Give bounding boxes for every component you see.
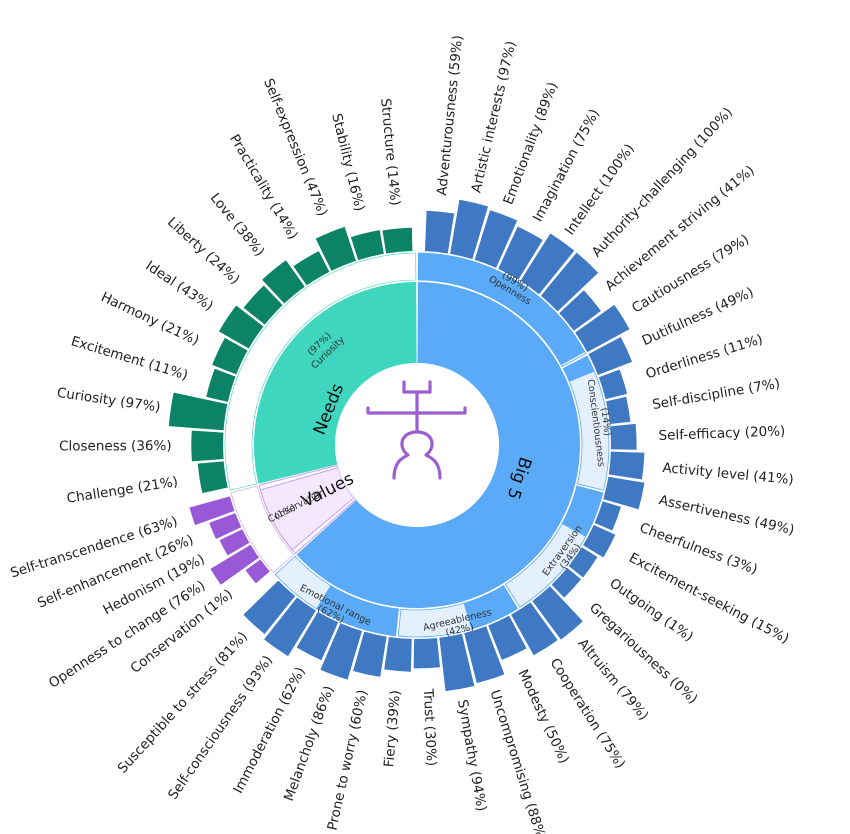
facet-label-fiery: Fiery (39%) [381, 689, 404, 767]
facet-bar-harmony [212, 337, 248, 375]
facet-bar-challenge [197, 461, 228, 494]
needs-band [224, 252, 417, 491]
facet-bar-cooperation [511, 602, 558, 656]
facet-bar-immoderation [296, 611, 339, 661]
facet-bar-orderliness [598, 369, 628, 400]
facet-bar-emotionality [474, 210, 518, 268]
icon-body [392, 430, 442, 480]
facet-bar-structure [382, 227, 413, 254]
facet-bar-imagination [498, 226, 543, 280]
facet-label-closeness: Closeness (36%) [59, 438, 172, 454]
trait-fill-emotional-range [316, 585, 399, 636]
facet-bar-self-discipline [606, 396, 631, 424]
facet-label-ideal: Ideal (43%) [143, 258, 217, 314]
category-big-5 [296, 282, 580, 608]
facet-label-prone-to-worry: Prone to worry (60%) [325, 688, 371, 831]
facet-bar-authority-challenging [540, 252, 599, 312]
trait-fill-openness [418, 253, 585, 365]
facet-bar-curiosity [168, 392, 228, 431]
facet-bar-prone-to-worry [353, 631, 387, 677]
facet-bar-susceptible-to-stress [243, 580, 296, 634]
facet-label-challenge: Challenge (21%) [66, 474, 179, 507]
facet-bar-altruism [532, 586, 583, 640]
facet-label-curiosity: Curiosity (97%) [56, 385, 162, 416]
facet-bar-stability [350, 230, 384, 261]
facet-bar-cautiousness [575, 304, 630, 353]
trait-bg-conscientiousness [562, 355, 610, 491]
facet-label-self-efficacy: Self-efficacy (20%) [658, 423, 785, 444]
center-icon [366, 380, 467, 480]
facet-label-adventurousness: Adventurousness (59%) [434, 34, 466, 196]
values-band [230, 485, 295, 573]
icon-stem [402, 380, 432, 432]
facet-bar-closeness [191, 430, 224, 462]
facet-label-assertiveness: Assertiveness (49%) [657, 492, 795, 538]
facet-bar-self-consciousness [264, 597, 316, 657]
facet-bar-artistic-interests [450, 199, 489, 260]
trait-fill-agreeableness [463, 585, 518, 630]
facet-label-self-discipline: Self-discipline (7%) [651, 376, 781, 413]
facet-bar-liberty [243, 285, 283, 325]
rings-layer [168, 199, 645, 692]
facet-bar-dutifulness [588, 337, 633, 376]
trait-fill-conscientiousness [563, 356, 595, 382]
facet-label-activity-level: Activity level (41%) [662, 460, 795, 488]
facet-bar-melancholy [320, 623, 362, 680]
facet-bar-activity-level [608, 451, 645, 480]
facet-bar-modesty [488, 615, 527, 660]
facet-bar-self-efficacy [610, 423, 637, 450]
facet-bar-excitement [206, 368, 236, 402]
facet-bar-practicality [293, 251, 330, 286]
category-needs [253, 282, 417, 484]
facet-bar-intellect [520, 233, 575, 295]
facet-label-trust: Trust (30%) [420, 687, 439, 766]
facet-bar-ideal [218, 305, 264, 349]
facet-bar-outgoing [568, 547, 598, 578]
facet-bar-cheerfulness [594, 501, 621, 531]
facet-bar-uncompromising [464, 626, 505, 684]
facet-label-excitement-seeking: Excitement-seeking (15%) [626, 550, 791, 647]
facet-label-self-consciousness: Self-consciousness (93%) [165, 653, 276, 803]
facet-bar-gregariousness [551, 567, 582, 598]
facet-bar-sympathy [439, 633, 475, 692]
facet-bar-self-enhancement [209, 513, 242, 539]
inner-hole [335, 363, 499, 527]
facet-bar-excitement-seeking [583, 524, 616, 558]
facet-bar-hedonism [219, 529, 250, 556]
trait-pct-conscientiousness: (14%) [598, 407, 612, 437]
facet-label-love: Love (38%) [207, 190, 268, 259]
facet-bar-fiery [384, 636, 412, 672]
trait-bg-conservation [259, 466, 355, 551]
facet-bar-adventurousness [424, 210, 455, 254]
facet-label-stability: Stability (16%) [328, 112, 367, 213]
facet-label-gregariousness: Gregariousness (0%) [586, 600, 701, 707]
facet-bar-conservation [245, 559, 270, 584]
trait-fill-extraversion [561, 486, 603, 537]
facet-bar-trust [413, 637, 441, 669]
facet-bar-assertiveness [603, 476, 645, 510]
facet-bar-achievement-striving [559, 290, 601, 331]
facet-bar-self-transcendence [189, 496, 235, 526]
facet-bar-self-expression [315, 226, 356, 271]
facet-bar-openness-to-change [210, 544, 259, 585]
facet-label-excitement: Excitement (11%) [69, 333, 190, 383]
icon-arms [366, 406, 467, 415]
facet-label-structure: Structure (14%) [377, 98, 403, 207]
facet-label-sympathy: Sympathy (94%) [454, 698, 489, 812]
facet-bar-love [262, 260, 305, 304]
